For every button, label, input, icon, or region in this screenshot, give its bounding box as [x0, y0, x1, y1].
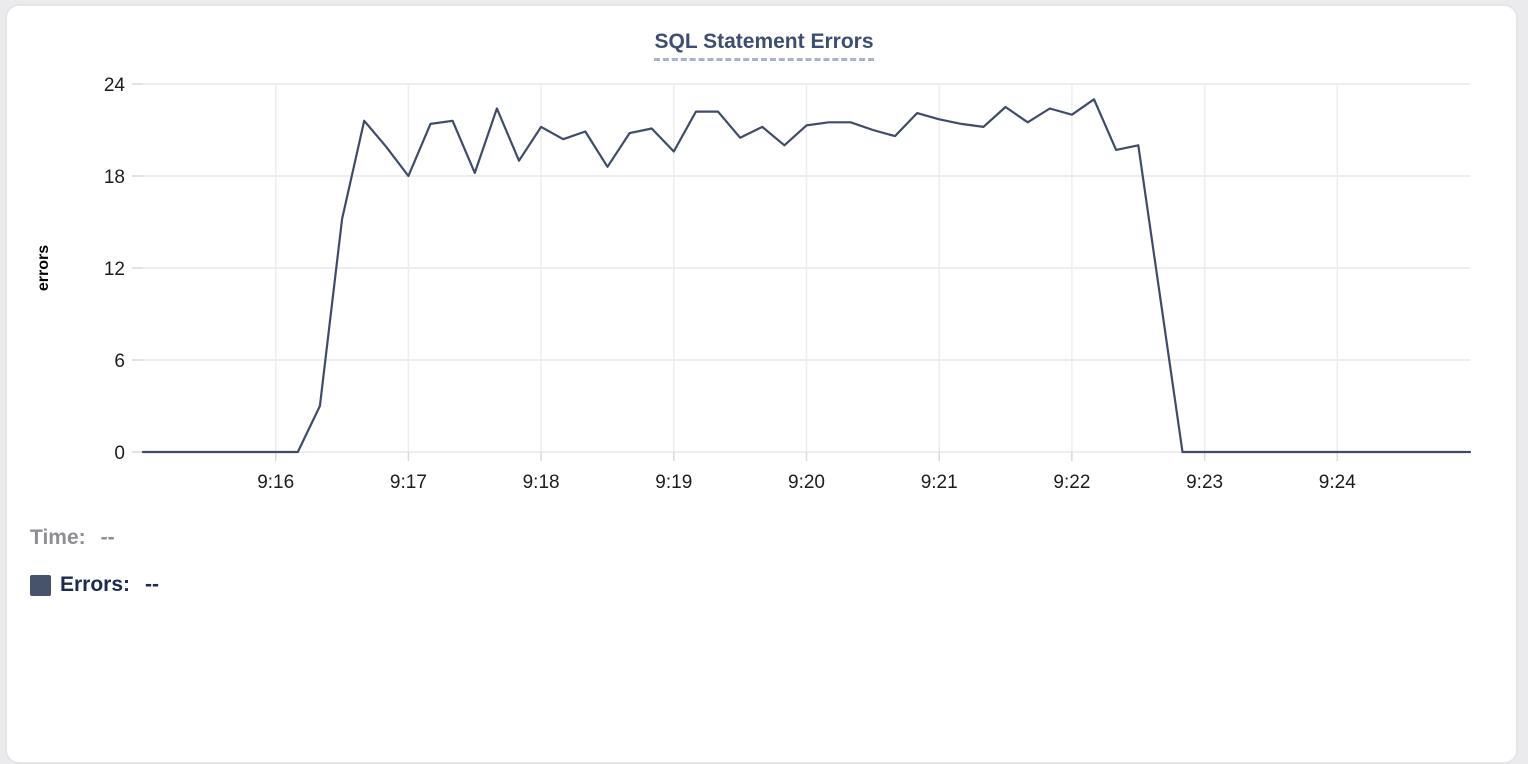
errors-series-line	[141, 98, 1472, 454]
x-tick-label: 9:16	[257, 472, 294, 493]
x-tick-label: 9:23	[1186, 472, 1223, 493]
y-tick-label: 6	[114, 351, 125, 372]
x-tick-label: 9:24	[1319, 472, 1356, 493]
x-tick-label: 9:17	[390, 472, 427, 493]
chart-card	[5, 4, 1518, 764]
chart-header: SQL Statement Errors	[0, 30, 1528, 61]
y-tick-label: 18	[104, 167, 125, 188]
time-readout: Time: --	[30, 526, 115, 550]
time-readout-value: --	[100, 526, 115, 549]
time-readout-label: Time:	[30, 526, 86, 549]
y-tick-label: 0	[114, 443, 125, 464]
x-tick-label: 9:22	[1053, 472, 1090, 493]
errors-readout-label: Errors:	[60, 573, 131, 596]
chart-title[interactable]: SQL Statement Errors	[654, 30, 874, 61]
y-axis-title: errors	[35, 245, 52, 291]
x-tick-label: 9:20	[788, 472, 825, 493]
errors-legend-swatch	[30, 574, 51, 596]
errors-readout: Errors: --	[30, 573, 159, 597]
x-tick-label: 9:18	[523, 472, 560, 493]
errors-readout-value: --	[145, 573, 160, 596]
x-tick-label: 9:19	[655, 472, 692, 493]
y-tick-label: 24	[104, 75, 126, 96]
y-tick-label: 12	[104, 259, 125, 280]
x-tick-label: 9:21	[921, 472, 958, 493]
errors-line-chart[interactable]: 0 6 12 18 24 9:16 9:17 9:18 9:19 9:20 9:21 9:22 9:23…	[0, 0, 1528, 505]
